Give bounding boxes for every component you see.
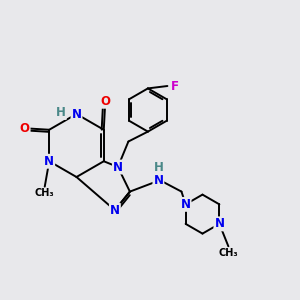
Text: N: N — [110, 204, 120, 217]
Text: O: O — [100, 95, 110, 108]
Text: O: O — [20, 122, 30, 135]
Text: F: F — [171, 80, 179, 92]
Text: CH₃: CH₃ — [219, 248, 238, 258]
Text: H: H — [56, 106, 66, 119]
Text: N: N — [44, 155, 54, 168]
Text: N: N — [71, 107, 82, 121]
Text: N: N — [181, 198, 190, 211]
Text: N: N — [113, 160, 123, 173]
Text: CH₃: CH₃ — [35, 188, 55, 198]
Text: H: H — [154, 161, 163, 174]
Text: N: N — [214, 218, 224, 230]
Text: N: N — [153, 174, 164, 187]
